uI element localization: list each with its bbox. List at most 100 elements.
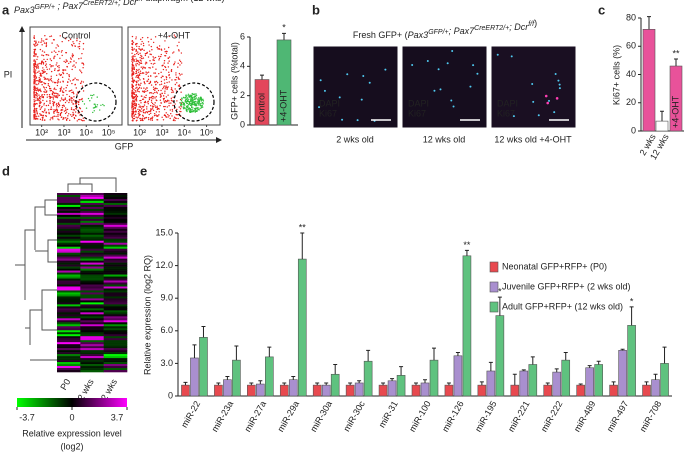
- heat-cell: [80, 230, 104, 234]
- heat-cell: [80, 220, 104, 224]
- event-dot: [58, 69, 60, 71]
- gfp-dot: [182, 107, 185, 110]
- error-bar: [521, 369, 526, 372]
- event-dot: [163, 48, 166, 50]
- event-dot: [138, 48, 140, 50]
- event-dot: [40, 107, 43, 109]
- event-dot: [167, 57, 169, 59]
- event-dot: [153, 114, 156, 117]
- event-dot: [72, 99, 75, 101]
- event-dot: [144, 63, 147, 65]
- gfp-dot: [187, 106, 189, 108]
- bar: [378, 384, 388, 397]
- heat-cell: [80, 310, 104, 313]
- event-dot: [136, 82, 138, 84]
- bar: [510, 384, 520, 397]
- event-dot: [146, 72, 148, 74]
- x-tick-label: miR-222: [539, 399, 565, 433]
- event-dot: [55, 64, 57, 66]
- bar: [411, 384, 421, 397]
- event-dot: [158, 48, 160, 50]
- event-dot: [39, 102, 41, 105]
- event-dot: [140, 66, 142, 68]
- event-dot: [140, 110, 142, 113]
- event-dot: [62, 104, 65, 106]
- title-sup: CreERT2/+: [474, 25, 509, 32]
- bar: [453, 355, 463, 397]
- event-dot: [72, 65, 74, 67]
- event-dot: [71, 53, 74, 55]
- heat-cell: [103, 338, 128, 341]
- event-dot: [41, 54, 43, 56]
- gfp-dot: [185, 94, 187, 96]
- heat-cell: [57, 250, 81, 253]
- event-dot: [33, 104, 35, 107]
- event-dot: [34, 60, 37, 63]
- event-dot: [77, 112, 79, 114]
- event-dot: [141, 119, 143, 122]
- heat-cell: [57, 370, 81, 373]
- legend-swatch: [489, 301, 499, 313]
- event-dot: [154, 76, 157, 78]
- heat-cell: [103, 282, 128, 285]
- event-dot: [63, 105, 65, 107]
- bar: [444, 384, 454, 397]
- event-dot: [66, 84, 68, 87]
- event-dot: [177, 62, 179, 65]
- bar: [330, 373, 340, 397]
- heat-cell: [80, 280, 104, 283]
- heat-cell: [103, 304, 128, 307]
- event-dot: [131, 69, 134, 71]
- bar: [528, 364, 538, 397]
- event-dot: [56, 62, 58, 64]
- event-dot: [73, 60, 75, 62]
- event-dot: [138, 45, 140, 48]
- event-dot: [41, 114, 43, 117]
- x-axis-label: GFP: [115, 141, 134, 151]
- heat-cell: [80, 208, 104, 212]
- event-dot: [151, 108, 153, 111]
- error-bar: [578, 383, 583, 386]
- event-dot: [72, 54, 75, 57]
- event-dot: [131, 62, 134, 64]
- event-dot: [57, 111, 60, 114]
- heat-cell: [57, 296, 81, 299]
- heat-cell: [57, 258, 81, 261]
- event-dot: [35, 117, 37, 120]
- event-dot: [145, 71, 147, 73]
- event-dot: [132, 49, 134, 52]
- event-dot: [49, 102, 51, 105]
- event-dot: [139, 52, 141, 55]
- heat-cell: [57, 244, 81, 247]
- event-dot: [134, 55, 136, 58]
- event-dot: [135, 75, 138, 77]
- event-dot: [71, 89, 73, 91]
- event-dot: [33, 94, 35, 96]
- event-dot: [139, 72, 142, 75]
- heat-cell: [80, 252, 104, 255]
- event-dot: [148, 44, 150, 46]
- event-dot: [53, 112, 55, 114]
- gfp-dot: [197, 107, 199, 109]
- event-dot: [46, 96, 48, 98]
- gfp-dot: [182, 106, 185, 108]
- event-dot: [133, 72, 135, 74]
- event-dot: [45, 86, 48, 89]
- event-dot: [178, 59, 181, 61]
- event-dot: [51, 51, 53, 53]
- event-dot: [80, 57, 82, 59]
- heat-cell: [57, 238, 81, 242]
- event-dot: [34, 45, 36, 47]
- event-dot: [49, 99, 51, 102]
- heat-cell: [80, 368, 104, 371]
- heat-cell: [103, 298, 128, 301]
- event-dot: [138, 112, 140, 114]
- event-dot: [136, 62, 139, 65]
- event-dot: [74, 100, 76, 102]
- legend-swatch: [489, 261, 499, 273]
- heat-cell: [80, 198, 104, 202]
- event-dot: [37, 56, 39, 58]
- event-dot: [33, 59, 36, 61]
- event-dot: [34, 63, 37, 66]
- gfp-dot: [94, 105, 97, 107]
